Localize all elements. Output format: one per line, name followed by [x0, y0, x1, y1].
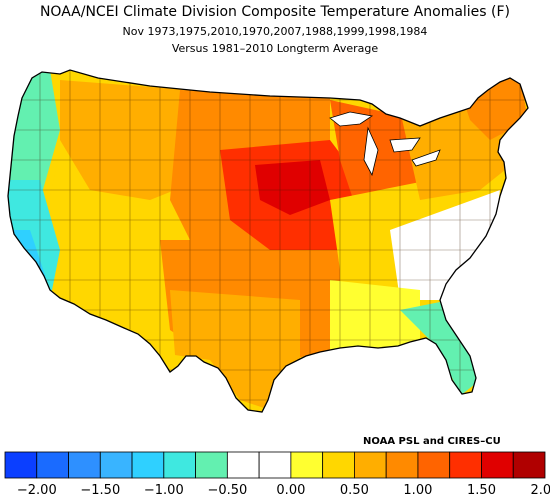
us-outline: [7, 69, 529, 413]
colorbar-cell: [512, 451, 546, 479]
colorbar-tick-label: −0.50: [207, 483, 248, 498]
map-title: NOAA/NCEI Climate Division Composite Tem…: [39, 4, 511, 20]
colorbar-cell: [4, 451, 38, 479]
map-subtitle-years: Nov 1973,1975,2010,1970,2007,1988,1999,1…: [122, 25, 428, 38]
region-gulf-coast: [330, 280, 420, 350]
colorbar-tick-label: 0.00: [276, 483, 306, 498]
colorbar-cell: [195, 451, 228, 479]
colorbar-tick-label: 1.00: [403, 483, 433, 498]
credit-label: NOAA PSL and CIRES–CU: [363, 436, 501, 447]
colorbar-tick-label: 1.50: [467, 483, 496, 498]
colorbar-cell: [417, 451, 451, 479]
colorbar-tick-label: −2.00: [16, 483, 57, 498]
colorbar-cell: [449, 451, 482, 479]
colorbar-cell: [385, 451, 419, 479]
colorbar-cell: [481, 451, 514, 479]
colorbar-cell: [163, 451, 196, 479]
colorbar-cells: [4, 451, 546, 479]
colorbar-cell: [290, 451, 324, 479]
map-subtitle-baseline: Versus 1981–2010 Longterm Average: [171, 42, 379, 55]
region-peak-warmth: [255, 160, 330, 215]
colorbar-tick-label: −1.50: [80, 483, 121, 498]
colorbar-tick-label: 2.00: [530, 483, 550, 498]
colorbar-cell: [322, 451, 355, 479]
colorbar-tick-label: −1.00: [143, 483, 184, 498]
anomaly-regions: [8, 70, 528, 412]
colorbar-cell: [354, 451, 387, 479]
division-grid: [8, 70, 528, 412]
region-texas: [170, 290, 300, 410]
colorbar-tick-label: 0.50: [339, 483, 369, 498]
colorbar-cell: [99, 451, 133, 479]
colorbar-cell: [258, 451, 292, 479]
colorbar-cell: [226, 451, 260, 479]
colorbar-cell: [131, 451, 165, 479]
colorbar-cell: [36, 451, 69, 479]
colorbar-cell: [68, 451, 101, 479]
great-lakes-water: [329, 111, 441, 177]
